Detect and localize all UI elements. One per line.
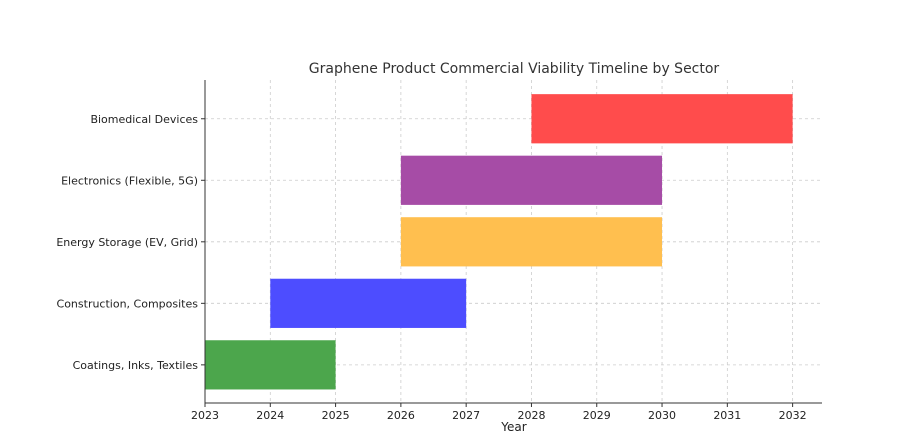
bar-coatings-inks-textiles — [205, 340, 336, 390]
chart-title: Graphene Product Commercial Viability Ti… — [309, 61, 720, 77]
x-tick-label: 2030 — [648, 409, 676, 422]
x-tick-label: 2032 — [779, 409, 807, 422]
bar-biomedical-devices — [531, 94, 793, 144]
x-tick-label: 2023 — [191, 409, 219, 422]
y-tick-label: Construction, Composites — [57, 297, 199, 310]
x-tick-label: 2024 — [256, 409, 284, 422]
x-tick-label: 2026 — [387, 409, 415, 422]
bars-layer — [205, 94, 793, 390]
bar-energy-storage-ev-grid — [400, 217, 663, 267]
bar-construction-composites — [270, 278, 467, 328]
x-axis-label: Year — [500, 420, 526, 434]
x-tick-label: 2028 — [517, 409, 545, 422]
axes-layer: 2023 2024 2025 2026 2027 2028 2029 2030 2031 2032… — [56, 80, 822, 422]
x-tick-label: 2031 — [713, 409, 741, 422]
y-tick-label: Coatings, Inks, Textiles — [73, 359, 199, 372]
bar-electronics-flexible-5g — [400, 155, 663, 205]
x-tick-label: 2025 — [322, 409, 350, 422]
y-tick-label: Biomedical Devices — [90, 113, 198, 126]
y-tick-label: Electronics (Flexible, 5G) — [61, 174, 198, 187]
y-tick-label: Energy Storage (EV, Grid) — [56, 236, 198, 249]
x-tick-label: 2027 — [452, 409, 480, 422]
x-tick-label: 2029 — [583, 409, 611, 422]
